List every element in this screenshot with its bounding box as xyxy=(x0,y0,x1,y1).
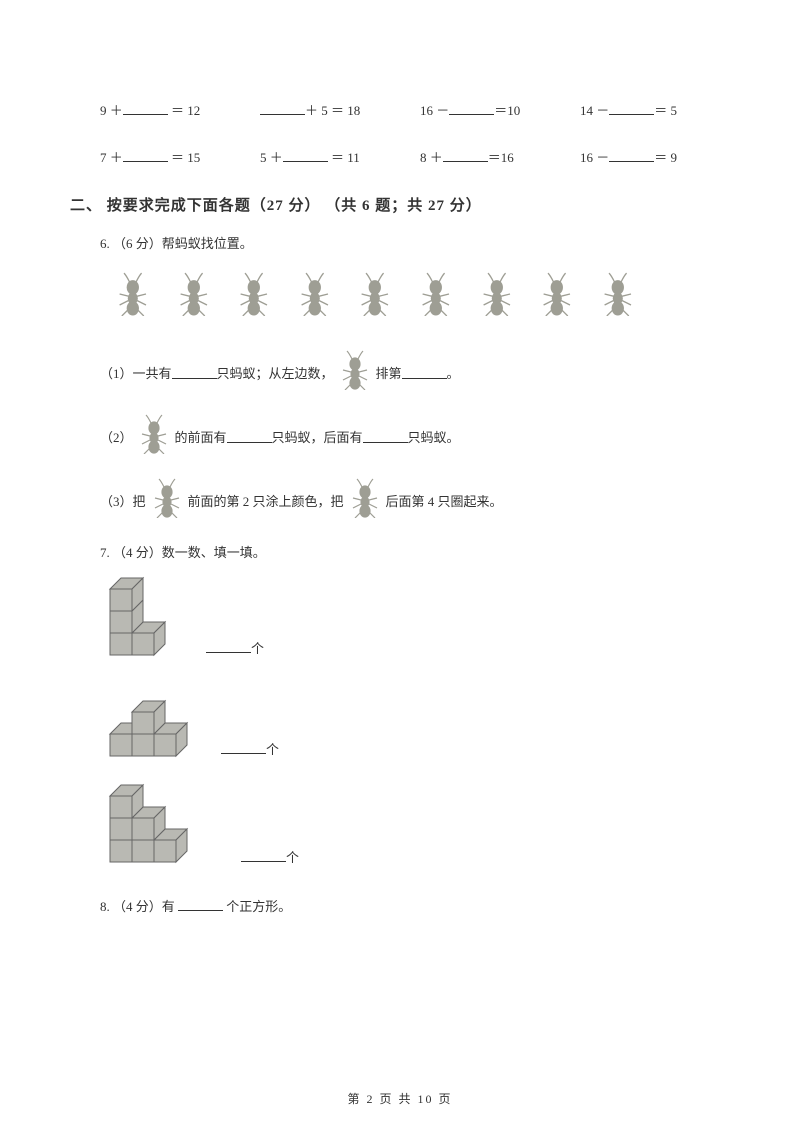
equation: ＋ 5 ＝ 18 xyxy=(260,100,420,119)
ant-icon xyxy=(113,272,153,320)
equation: 14 －＝ 5 xyxy=(580,100,740,119)
question-8: 8. （4 分）有 个正方形。 xyxy=(100,896,740,915)
ant-icon xyxy=(234,272,274,320)
ant-icon xyxy=(337,350,373,394)
ant-icon xyxy=(295,272,335,320)
q7-label: 7. （4 分）数一数、填一填。 xyxy=(100,542,740,561)
cube-shape: 个 xyxy=(100,679,740,768)
cubes-icon xyxy=(100,780,235,876)
cube-shape: 个 xyxy=(100,573,740,667)
question-6: 6. （6 分）帮蚂蚁找位置。 （1）一共有 只蚂蚁；从左边数， 排第 。 （2… xyxy=(100,233,740,522)
q6-sub2: （2） 的前面有 只蚂蚁，后面有 只蚂蚁。 xyxy=(100,414,740,458)
page-footer: 第 2 页 共 10 页 xyxy=(0,1090,800,1107)
ant-icon xyxy=(347,478,383,522)
cube-shape: 个 xyxy=(100,780,740,876)
equation: 16 －＝ 9 xyxy=(580,147,740,166)
equation: 7 ＋ ＝ 15 xyxy=(100,147,260,166)
q6-sub1: （1）一共有 只蚂蚁；从左边数， 排第 。 xyxy=(100,350,740,394)
blank xyxy=(449,101,494,115)
q6-label: 6. （6 分）帮蚂蚁找位置。 xyxy=(100,233,740,252)
ant-row xyxy=(110,272,740,320)
blank xyxy=(241,848,286,862)
blank xyxy=(609,148,654,162)
blank xyxy=(178,897,223,911)
q6-sub3: （3）把 前面的第 2 只涂上颜色，把 后面第 4 只圈起来。 xyxy=(100,478,740,522)
equation: 9 ＋ ＝ 12 xyxy=(100,100,260,119)
cubes-icon xyxy=(100,573,200,667)
blank xyxy=(221,740,266,754)
blank xyxy=(443,148,488,162)
blank xyxy=(363,429,408,443)
equation: 8 ＋＝16 xyxy=(420,147,580,166)
equation: 16 －＝10 xyxy=(420,100,580,119)
blank xyxy=(123,148,168,162)
blank xyxy=(260,101,305,115)
blank xyxy=(172,365,217,379)
blank xyxy=(227,429,272,443)
equation-row-2: 7 ＋ ＝ 155 ＋ ＝ 118 ＋＝1616 －＝ 9 xyxy=(100,147,740,166)
ant-icon xyxy=(598,272,638,320)
blank xyxy=(609,101,654,115)
question-7: 7. （4 分）数一数、填一填。 个个个 xyxy=(100,542,740,876)
section-2-header: 二、 按要求完成下面各题（27 分） （共 6 题；共 27 分） xyxy=(70,194,740,215)
ant-icon xyxy=(149,478,185,522)
blank xyxy=(123,101,168,115)
blank xyxy=(206,639,251,653)
cubes-icon xyxy=(100,679,215,768)
blank xyxy=(283,148,328,162)
ant-icon xyxy=(416,272,456,320)
ant-icon xyxy=(174,272,214,320)
ant-icon xyxy=(477,272,517,320)
ant-icon xyxy=(355,272,395,320)
ant-icon xyxy=(136,414,172,458)
blank xyxy=(402,365,447,379)
equation: 5 ＋ ＝ 11 xyxy=(260,147,420,166)
equation-row-1: 9 ＋ ＝ 12＋ 5 ＝ 1816 －＝1014 －＝ 5 xyxy=(100,100,740,119)
ant-icon xyxy=(537,272,577,320)
